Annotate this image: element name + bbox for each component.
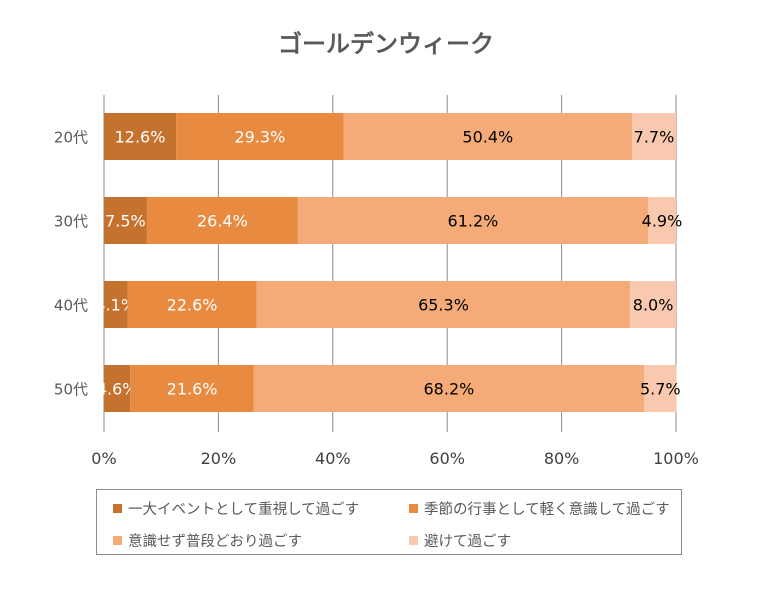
data-label: 7.5% [105, 212, 146, 231]
bar-segment [130, 365, 254, 412]
category-label: 40代 [54, 297, 88, 315]
data-label: 21.6% [167, 380, 218, 399]
data-label: 50.4% [462, 128, 513, 147]
data-label: 26.4% [197, 212, 248, 231]
data-label: 22.6% [167, 296, 218, 315]
legend-item: 避けて過ごす [409, 530, 511, 551]
bar-segment [253, 365, 644, 412]
legend-label: 避けて過ごす [424, 534, 512, 550]
legend-label: 意識せず普段どおり過ごす [128, 534, 303, 550]
bar-segment [643, 365, 677, 412]
category-label: 20代 [54, 129, 88, 147]
category-label: 30代 [54, 213, 88, 231]
data-label: 5.7% [640, 380, 681, 399]
bar-segment [104, 197, 147, 244]
bar-segment [256, 281, 631, 328]
data-label: 29.3% [234, 128, 285, 147]
bar-segment [104, 281, 128, 328]
bar-segment [104, 365, 131, 412]
legend-label: 一大イベントとして重視して過ごす [128, 502, 360, 518]
data-label: 68.2% [424, 380, 475, 399]
legend-item: 一大イベントとして重視して過ごす [113, 498, 359, 519]
bar-segment [630, 281, 676, 328]
x-tick-label: 100% [653, 449, 699, 468]
legend-swatch [409, 504, 418, 513]
bar-segment [146, 197, 298, 244]
legend-swatch [113, 536, 122, 545]
bar-segment [127, 281, 257, 328]
bar-segment [343, 113, 632, 160]
data-label: 4.1% [95, 296, 136, 315]
x-tick-label: 20% [201, 449, 237, 468]
chart-title: ゴールデンウィーク [278, 30, 494, 58]
legend-swatch [113, 504, 122, 513]
bar-segment [176, 113, 344, 160]
data-label: 4.9% [642, 212, 683, 231]
data-label: 61.2% [448, 212, 499, 231]
data-label: 12.6% [115, 128, 166, 147]
legend-label: 季節の行事として軽く意識して過ごす [424, 502, 670, 518]
bar-segment [647, 197, 676, 244]
legend-swatch [409, 536, 418, 545]
bar-segment [297, 197, 648, 244]
data-label: 7.7% [634, 128, 675, 147]
bar-segment [104, 113, 177, 160]
legend: 一大イベントとして重視して過ごす 季節の行事として軽く意識して過ごす意識せず普段ど… [96, 489, 682, 555]
x-tick-label: 80% [544, 449, 580, 468]
data-label: 4.6% [97, 380, 138, 399]
legend-item: 季節の行事として軽く意識して過ごす [409, 498, 670, 519]
data-label: 8.0% [633, 296, 674, 315]
data-label: 65.3% [418, 296, 469, 315]
category-label: 50代 [54, 381, 88, 399]
legend-item: 意識せず普段どおり過ごす [113, 530, 302, 551]
x-tick-label: 40% [315, 449, 351, 468]
x-tick-label: 60% [429, 449, 465, 468]
x-tick-label: 0% [91, 449, 116, 468]
bar-segment [631, 113, 676, 160]
